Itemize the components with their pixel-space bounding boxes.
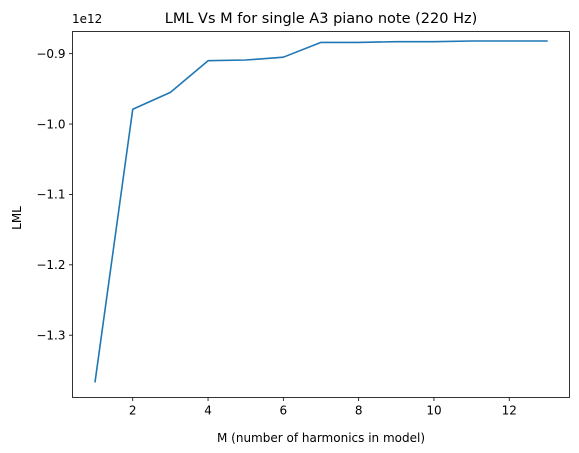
x-tick-label: 2 [129, 404, 137, 418]
y-tick-label: −1.1 [36, 188, 65, 202]
y-axis-ticks: −1.3 −1.2 −1.1 −1.0 −0.9 [36, 47, 73, 342]
y-tick-label: −1.0 [36, 117, 65, 131]
x-tick-label: 4 [204, 404, 212, 418]
series-layer [94, 40, 548, 383]
x-tick-label: 6 [280, 404, 288, 418]
x-tick-label: 10 [426, 404, 441, 418]
x-tick-label: 8 [355, 404, 363, 418]
plot-frame [72, 31, 570, 398]
y-tick-label: −0.9 [36, 47, 65, 61]
x-axis-label: M (number of harmonics in model) [217, 431, 425, 445]
y-axis-label: LML [10, 206, 24, 230]
y-tick-label: −1.3 [36, 328, 65, 342]
chart-title: LML Vs M for single A3 piano note (220 H… [165, 11, 478, 27]
y-axis-offset-label: 1e12 [72, 12, 102, 26]
y-tick-label: −1.2 [36, 258, 65, 272]
x-tick-label: 12 [502, 404, 517, 418]
x-axis-ticks: 2 4 6 8 10 12 [129, 397, 517, 418]
